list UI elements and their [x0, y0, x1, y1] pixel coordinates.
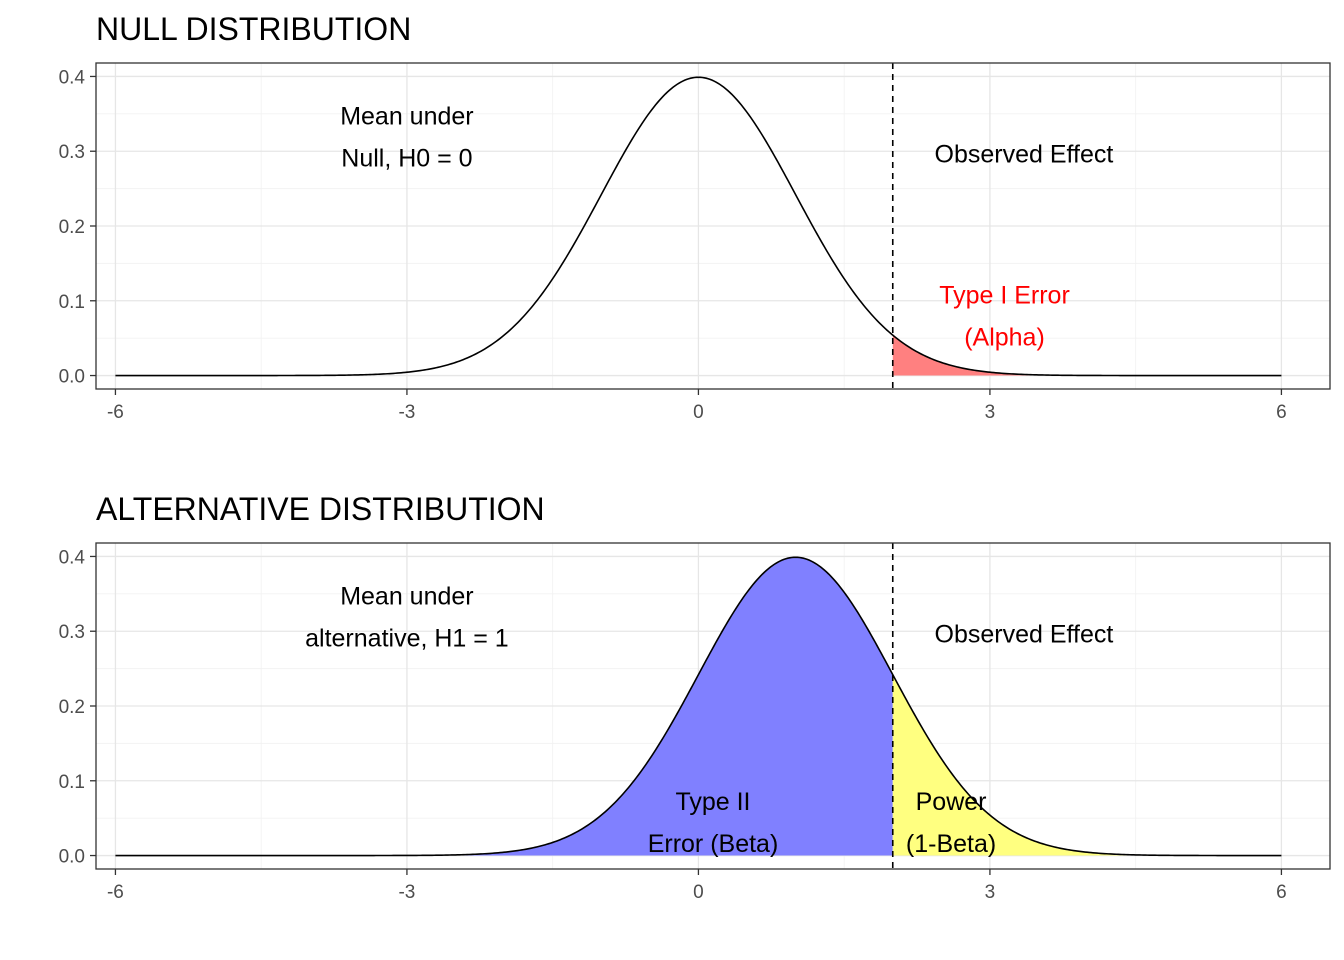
y-tick-label: 0.1 [59, 772, 85, 793]
y-tick-label: 0.2 [59, 697, 85, 718]
null-distribution-panel: NULL DISTRIBUTION -6 -3 0 3 6 0.0 0.1 0.2 0.3 0.4… [59, 11, 1331, 423]
annotation-text: (1-Beta) [906, 830, 996, 858]
annotation-text: alternative, H1 = 1 [305, 624, 509, 652]
alternative-distribution-title: ALTERNATIVE DISTRIBUTION [96, 491, 545, 527]
annotation-text: (Alpha) [964, 324, 1045, 352]
annotation-text: Type I Error [939, 282, 1070, 310]
alternative-distribution-panel: ALTERNATIVE DISTRIBUTION -6 -3 0 3 6 0.0 0.1 0.… [59, 491, 1331, 903]
x-tick-label: 6 [1276, 882, 1287, 903]
x-tick-label: -3 [398, 402, 415, 423]
x-tick-label: 0 [693, 882, 704, 903]
x-tick-label: -3 [398, 882, 415, 903]
y-tick-label: 0.2 [59, 217, 85, 238]
shaded-region-0 [115, 557, 893, 856]
shaded-areas [115, 557, 1282, 856]
annotation-text: Null, H0 = 0 [341, 144, 472, 172]
x-tick-label: 0 [693, 402, 704, 423]
gridlines [96, 63, 1330, 389]
y-tick-label: 0.0 [59, 847, 85, 868]
annotation-text: Power [916, 788, 987, 816]
y-tick-label: 0.0 [59, 367, 85, 388]
density-curve [115, 556, 1282, 857]
annotation-text: Observed Effect [935, 620, 1114, 648]
annotation-text: Mean under [340, 582, 473, 610]
x-tick-label: 6 [1276, 402, 1287, 423]
null-distribution-title: NULL DISTRIBUTION [96, 11, 411, 47]
y-tick-label: 0.1 [59, 292, 85, 313]
density-curve [115, 76, 1282, 377]
annotations: Mean under Null, H0 = 0 Observed Effect Typ… [340, 102, 1113, 351]
axis-ticks: -6 -3 0 3 6 0.0 0.1 0.2 0.3 0.4 [59, 67, 1287, 423]
annotation-text: Observed Effect [935, 140, 1114, 168]
annotation-text: Type II [675, 788, 750, 816]
density-curve-group [115, 556, 1282, 857]
y-tick-label: 0.4 [59, 547, 86, 568]
x-tick-label: 3 [985, 402, 996, 423]
x-tick-label: -6 [107, 882, 124, 903]
shaded-region-0 [892, 335, 1282, 376]
x-tick-label: -6 [107, 402, 124, 423]
density-curve-group [115, 76, 1282, 377]
annotations: Mean under alternative, H1 = 1 Observed Ef… [305, 582, 1113, 858]
y-tick-label: 0.4 [59, 67, 86, 88]
y-tick-label: 0.3 [59, 622, 85, 643]
y-tick-label: 0.3 [59, 142, 85, 163]
annotation-text: Mean under [340, 102, 473, 130]
x-tick-label: 3 [985, 882, 996, 903]
shaded-areas [892, 335, 1282, 376]
axis-ticks: -6 -3 0 3 6 0.0 0.1 0.2 0.3 0.4 [59, 547, 1287, 903]
shaded-region-1 [892, 674, 1282, 856]
annotation-text: Error (Beta) [648, 830, 779, 858]
